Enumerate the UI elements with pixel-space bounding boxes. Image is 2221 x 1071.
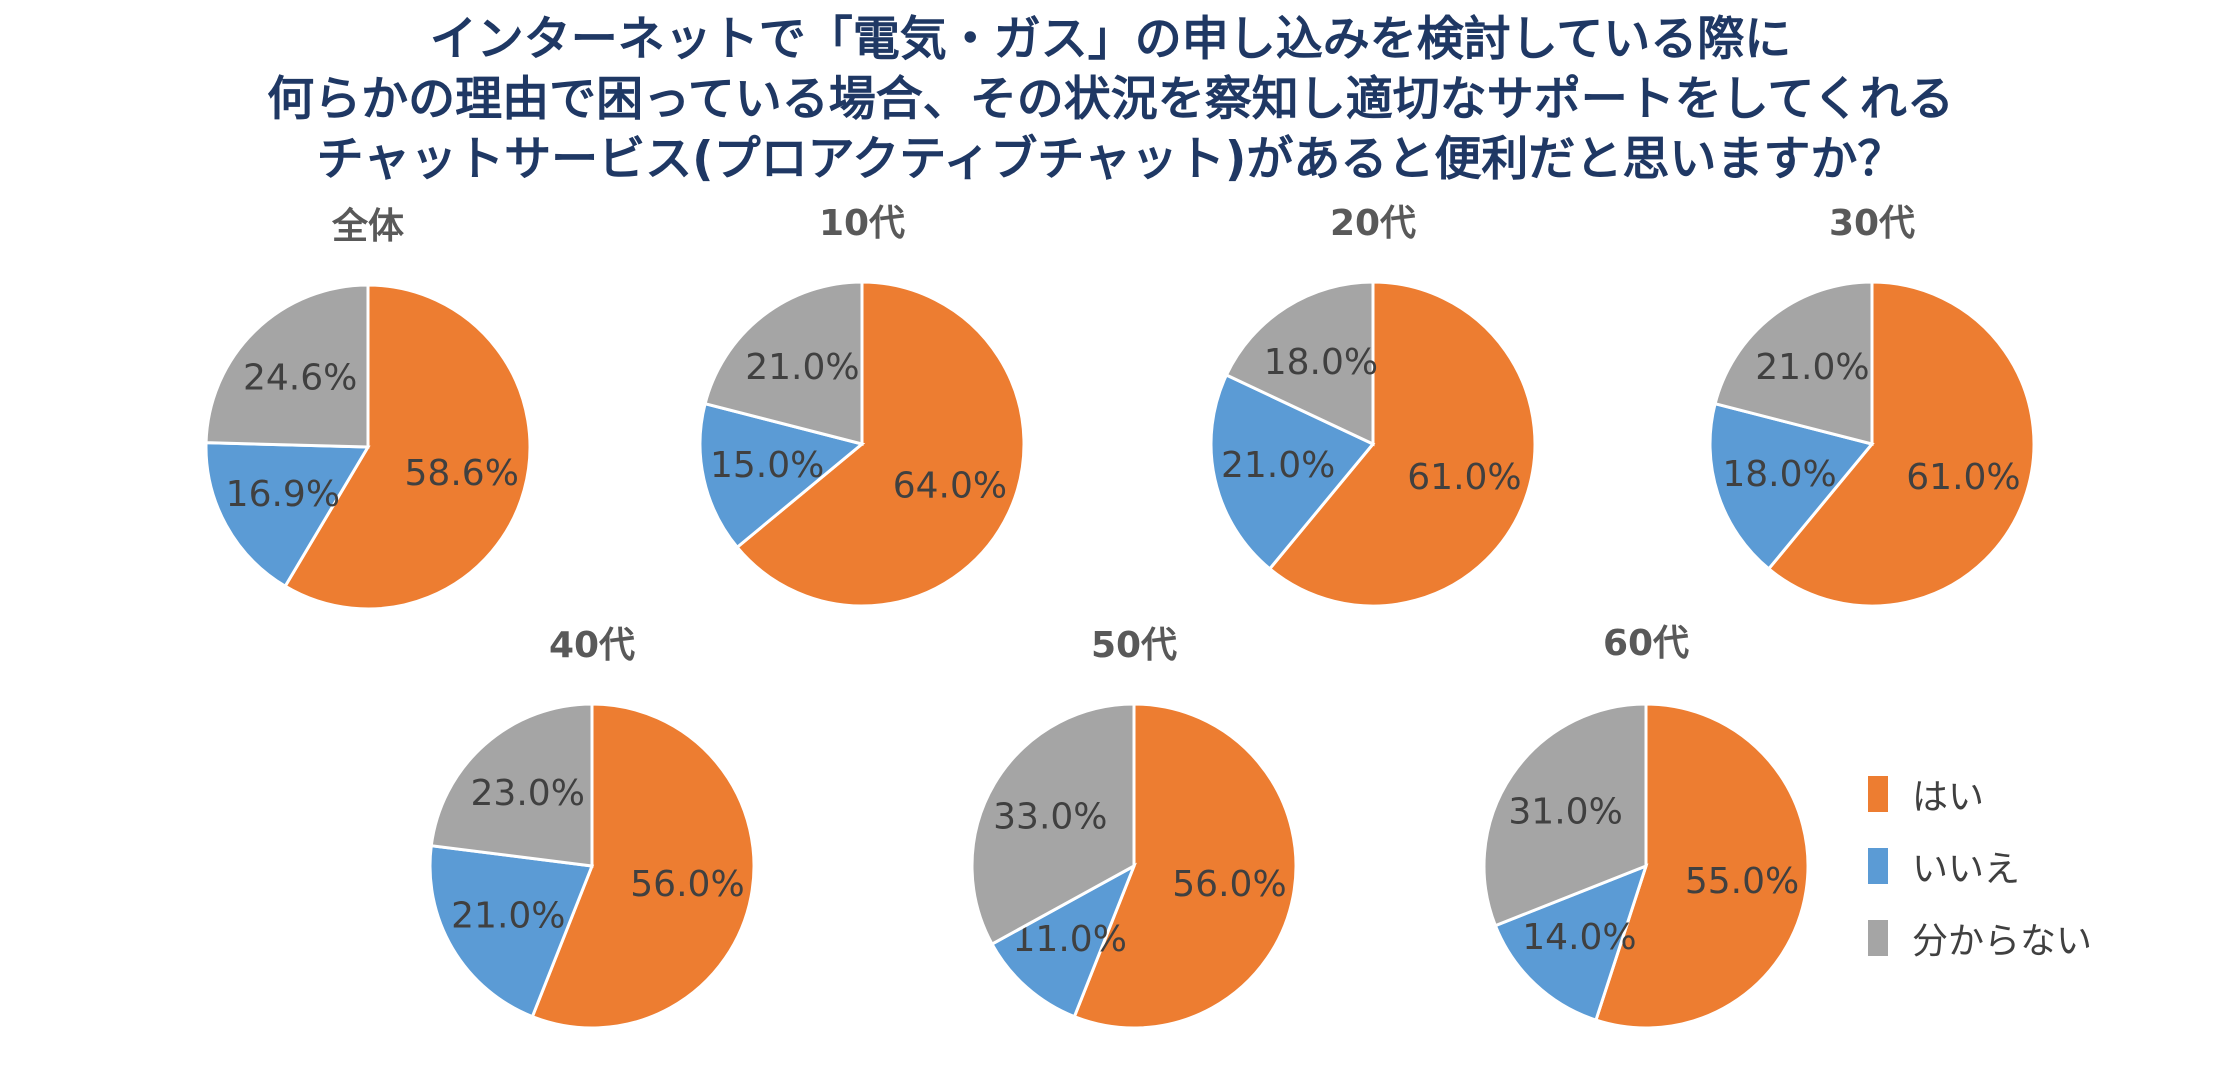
chart-title: インターネットで「電気・ガス」の申し込みを検討している際に 何らかの理由で困って… (0, 10, 2221, 190)
pie-label-1-1: 15.0% (710, 445, 824, 486)
pie-chart-6: 55.0% 14.0% 31.0% 60代 (1482, 623, 1810, 1030)
pie-chart-5: 56.0% 11.0% 33.0% 50代 (970, 625, 1298, 1030)
pie-slice-6-0 (1594, 702, 1810, 1030)
legend-swatch-unknown (1868, 920, 1888, 956)
pie-slice-5-1 (990, 862, 1137, 1019)
pie-title-5: 50代 (1091, 625, 1177, 666)
pie-label-5-1: 11.0% (1013, 919, 1127, 960)
pie-slice-4-0 (530, 702, 756, 1030)
legend: はい いいえ 分からない (1868, 758, 2092, 974)
pie-title-4: 40代 (549, 625, 635, 666)
pie-slice-3-0 (1766, 280, 2036, 608)
pie-chart-0: 58.6% 16.9% 24.6% 全体 (204, 205, 532, 611)
pie-slice-3-2 (1713, 280, 1874, 446)
pie-title-0: 全体 (331, 205, 404, 247)
pie-label-4-0: 56.0% (630, 864, 744, 905)
pie-chart-1: 64.0% 15.0% 21.0% 10代 (698, 203, 1026, 608)
legend-label-yes: はい (1912, 777, 1985, 818)
legend-label-no: いいえ (1912, 849, 2021, 890)
pie-slice-2-0 (1267, 280, 1537, 608)
pie-chart-4: 56.0% 21.0% 23.0% 40代 (428, 625, 756, 1030)
pie-slice-4-2 (429, 702, 594, 868)
pie-label-2-2: 18.0% (1264, 342, 1378, 383)
pie-slice-6-2 (1482, 702, 1648, 928)
legend-swatch-yes (1868, 776, 1888, 812)
pie-label-1-2: 21.0% (745, 347, 859, 388)
pie-title-2: 20代 (1330, 203, 1416, 244)
pie-slice-5-2 (970, 702, 1136, 947)
pie-label-0-2: 24.6% (243, 357, 357, 398)
pie-chart-2: 61.0% 21.0% 18.0% 20代 (1209, 203, 1537, 608)
title-line-2: 何らかの理由で困っている場合、その状況を察知し適切なサポートをしてくれる (267, 72, 1954, 127)
pie-label-3-1: 18.0% (1722, 454, 1836, 495)
pie-label-2-0: 61.0% (1407, 457, 1521, 498)
pie-slice-3-1 (1708, 401, 1875, 571)
pie-slice-6-1 (1493, 863, 1649, 1022)
legend-swatch-no (1868, 848, 1888, 884)
pie-slice-5-0 (1072, 702, 1298, 1030)
pie-label-1-0: 64.0% (893, 465, 1007, 506)
pie-label-5-0: 56.0% (1172, 864, 1286, 905)
legend-item-no: いいえ (1868, 830, 2092, 902)
pie-slice-0-0 (283, 283, 532, 611)
pie-label-0-0: 58.6% (405, 453, 519, 494)
pie-label-6-0: 55.0% (1685, 861, 1799, 902)
legend-item-unknown: 分からない (1868, 902, 2092, 974)
pie-label-4-1: 21.0% (451, 895, 565, 936)
legend-label-unknown: 分からない (1912, 921, 2093, 962)
title-line-1: インターネットで「電気・ガス」の申し込みを検討している際に (429, 12, 1792, 67)
pie-slice-2-2 (1224, 280, 1375, 447)
pie-slice-2-1 (1209, 373, 1376, 571)
pie-slice-1-1 (698, 401, 866, 550)
legend-item-yes: はい (1868, 758, 2092, 830)
pie-label-4-2: 23.0% (471, 773, 585, 814)
pie-title-3: 30代 (1829, 203, 1915, 244)
pie-slice-1-2 (703, 280, 864, 446)
title-line-3: チャットサービス(プロアクティブチャット)があると便利だと思いますか？ (316, 132, 1905, 187)
pie-slice-0-2 (204, 283, 370, 449)
pie-slice-1-0 (735, 280, 1026, 608)
pie-label-0-1: 16.9% (226, 474, 340, 515)
pie-label-2-1: 21.0% (1221, 445, 1335, 486)
pie-chart-3: 61.0% 18.0% 21.0% 30代 (1708, 203, 2036, 608)
pie-label-3-0: 61.0% (1906, 457, 2020, 498)
pie-slice-0-1 (204, 441, 371, 589)
pie-label-6-1: 14.0% (1522, 917, 1636, 958)
pie-label-6-2: 31.0% (1508, 791, 1622, 832)
pie-title-6: 60代 (1603, 623, 1689, 664)
pie-label-5-2: 33.0% (993, 797, 1107, 838)
pie-label-3-2: 21.0% (1755, 347, 1869, 388)
pie-title-1: 10代 (819, 203, 905, 244)
pie-slice-4-1 (428, 844, 595, 1019)
